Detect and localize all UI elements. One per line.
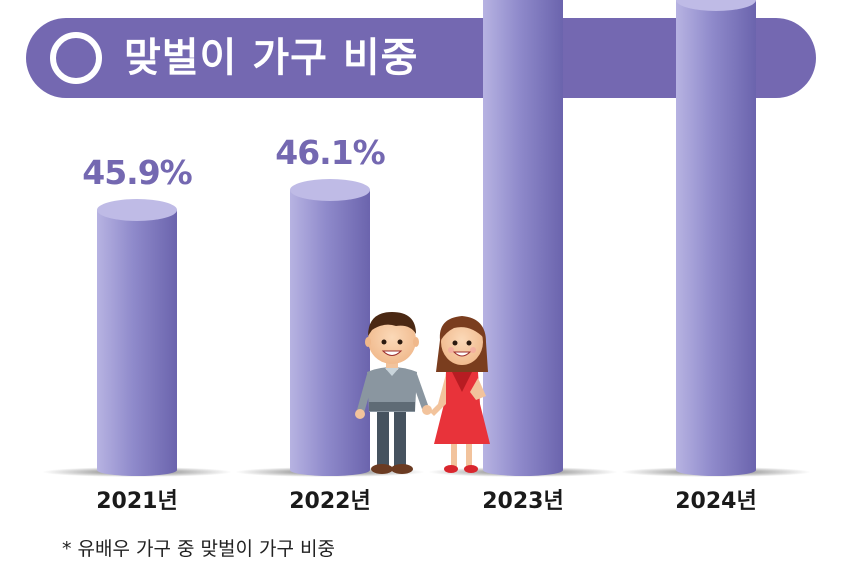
bar-1: [97, 199, 177, 477]
couple-illustration: [355, 312, 490, 474]
category-label: 2021년: [96, 489, 177, 514]
category-labels: 2021년 2022년 2023년 2024년: [96, 489, 756, 514]
category-label: 2024년: [675, 489, 756, 514]
bar-top: [97, 199, 177, 221]
value-label: 45.9%: [82, 153, 192, 192]
bar-body: [483, 0, 563, 477]
value-label: 46.1%: [275, 133, 385, 172]
bar-body: [676, 0, 756, 477]
chart-title: 맞벌이 가구 비중: [124, 35, 419, 81]
bar-2: [290, 179, 370, 477]
bar-3: [483, 0, 563, 477]
category-label: 2023년: [482, 489, 563, 514]
bars-group: [97, 0, 756, 477]
bar-4: [676, 0, 756, 477]
circle-bullet-icon: [50, 32, 102, 84]
bar-body: [97, 210, 177, 477]
bar-body: [290, 190, 370, 477]
bar-top: [676, 0, 756, 11]
man-figure: [355, 312, 432, 474]
category-label: 2022년: [289, 489, 370, 514]
value-labels: 45.9%46.1%48.2%48.0%: [82, 133, 386, 192]
bar-top: [290, 179, 370, 201]
footnote: * 유배우 가구 중 맞벌이 가구 비중: [62, 538, 335, 560]
woman-figure: [430, 316, 490, 473]
